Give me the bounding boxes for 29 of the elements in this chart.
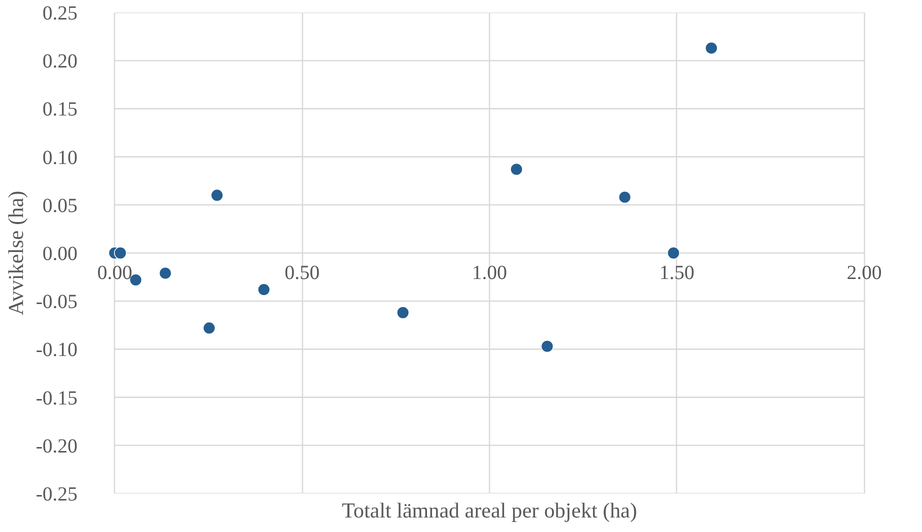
y-tick-label: -0.25 bbox=[36, 484, 78, 506]
point bbox=[257, 283, 270, 296]
x-tick-label: 1.00 bbox=[472, 262, 507, 284]
point bbox=[202, 322, 216, 334]
y-tick-label: -0.15 bbox=[36, 387, 78, 410]
point bbox=[396, 306, 410, 320]
x-tick-label: 2.00 bbox=[846, 262, 882, 284]
point bbox=[618, 190, 632, 204]
y-tick-label: 0.20 bbox=[42, 50, 78, 73]
point bbox=[210, 188, 224, 202]
y-tick-label: 0.05 bbox=[42, 194, 78, 217]
y-tick-label: -0.10 bbox=[36, 339, 78, 362]
point bbox=[158, 266, 172, 280]
point bbox=[704, 42, 718, 54]
y-tick-label: 0.00 bbox=[42, 243, 78, 265]
x-tick-label: 0.50 bbox=[284, 262, 320, 284]
x-axis-title: Totalt lämnad areal per objekt (ha) bbox=[342, 498, 638, 522]
point bbox=[540, 340, 554, 353]
y-tick-label: 0.10 bbox=[42, 146, 78, 169]
y-tick-label: 0.25 bbox=[42, 2, 78, 24]
point bbox=[510, 162, 523, 176]
y-tick-label: 0.15 bbox=[42, 98, 78, 121]
y-tick-label: -0.05 bbox=[36, 291, 78, 314]
point bbox=[667, 246, 680, 260]
x-tick-label: 0.00 bbox=[97, 262, 132, 284]
x-tick-label: 1.50 bbox=[659, 262, 694, 284]
y-axis-title: Avvikelse (ha) bbox=[4, 190, 28, 316]
point bbox=[114, 246, 127, 260]
y-tick-label: -0.20 bbox=[36, 435, 78, 458]
